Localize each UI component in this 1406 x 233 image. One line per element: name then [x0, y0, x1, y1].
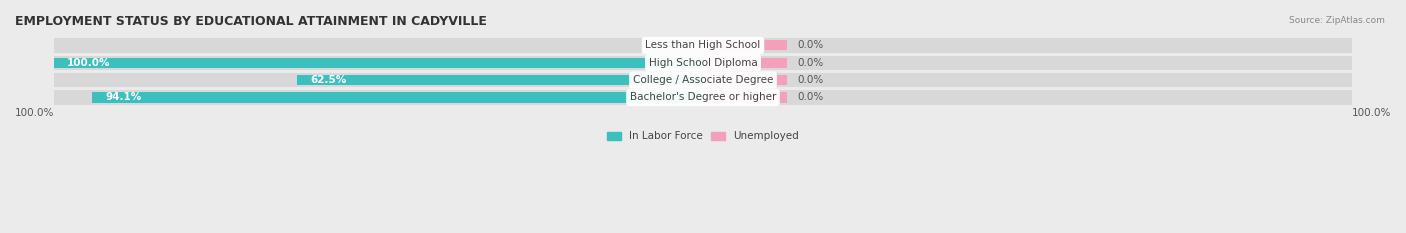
- Text: 0.0%: 0.0%: [797, 58, 824, 68]
- Legend: In Labor Force, Unemployed: In Labor Force, Unemployed: [605, 129, 801, 144]
- Text: 0.0%: 0.0%: [797, 41, 824, 51]
- Text: 94.1%: 94.1%: [105, 93, 142, 103]
- Text: 100.0%: 100.0%: [67, 58, 111, 68]
- Bar: [703, 38, 1353, 53]
- Bar: [53, 90, 703, 105]
- Text: 0.0%: 0.0%: [797, 93, 824, 103]
- Bar: [53, 56, 703, 70]
- Bar: [93, 93, 703, 103]
- Bar: [710, 93, 787, 103]
- Text: Less than High School: Less than High School: [645, 41, 761, 51]
- Text: 62.5%: 62.5%: [311, 75, 346, 85]
- Bar: [53, 73, 703, 87]
- Text: 100.0%: 100.0%: [1351, 108, 1391, 118]
- Bar: [710, 75, 787, 85]
- Text: 0.0%: 0.0%: [797, 75, 824, 85]
- Bar: [703, 56, 1353, 70]
- Bar: [297, 75, 703, 85]
- Bar: [710, 58, 787, 68]
- Bar: [703, 73, 1353, 87]
- Text: EMPLOYMENT STATUS BY EDUCATIONAL ATTAINMENT IN CADYVILLE: EMPLOYMENT STATUS BY EDUCATIONAL ATTAINM…: [15, 15, 486, 28]
- Text: High School Diploma: High School Diploma: [648, 58, 758, 68]
- Bar: [703, 90, 1353, 105]
- Text: 100.0%: 100.0%: [15, 108, 55, 118]
- Bar: [53, 58, 703, 68]
- Text: 0.0%: 0.0%: [664, 41, 690, 51]
- Text: Source: ZipAtlas.com: Source: ZipAtlas.com: [1289, 16, 1385, 25]
- Text: College / Associate Degree: College / Associate Degree: [633, 75, 773, 85]
- Bar: [710, 41, 787, 51]
- Text: Bachelor's Degree or higher: Bachelor's Degree or higher: [630, 93, 776, 103]
- Bar: [53, 38, 703, 53]
